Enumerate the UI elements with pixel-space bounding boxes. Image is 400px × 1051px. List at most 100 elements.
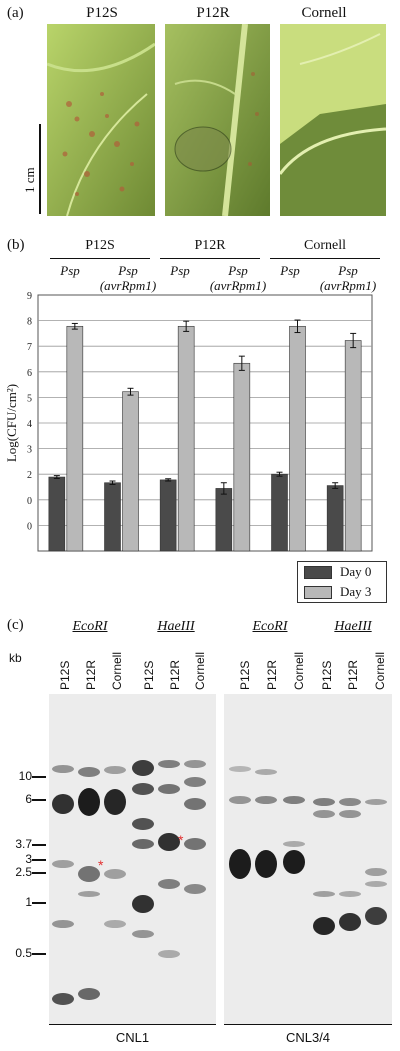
blot-band bbox=[184, 838, 206, 850]
southern-blot-cnl34 bbox=[224, 694, 392, 1024]
blot-band bbox=[229, 849, 251, 879]
blot-band bbox=[132, 895, 154, 913]
lane-label-p12s-2: P12S bbox=[142, 660, 156, 690]
marker-tick-6 bbox=[32, 799, 46, 801]
blot-band bbox=[78, 866, 100, 882]
blot-band bbox=[104, 869, 126, 879]
lane-label-cornell-4: Cornell bbox=[373, 651, 387, 690]
y-tick-label: 5 bbox=[27, 393, 32, 404]
blot-band bbox=[255, 796, 277, 804]
blot-band bbox=[184, 884, 206, 894]
enzyme-label-haeiii-left: HaeIII bbox=[157, 619, 195, 634]
blot-band bbox=[283, 850, 305, 874]
bar-day-0 bbox=[104, 482, 121, 552]
bar-day-3 bbox=[122, 391, 139, 552]
blot-band bbox=[184, 777, 206, 787]
sublabel-3: Psp bbox=[170, 263, 190, 278]
panel-c-label: (c) bbox=[7, 617, 24, 633]
red-asterisk-haeiii: * bbox=[178, 832, 184, 848]
photo-label-cornell: Cornell bbox=[301, 5, 347, 21]
y-tick-label: 0 bbox=[27, 521, 32, 532]
blot-band bbox=[52, 860, 74, 868]
legend-swatch-day0 bbox=[304, 565, 332, 579]
blot-band bbox=[78, 988, 100, 1000]
blot-band bbox=[313, 810, 335, 818]
blot-band bbox=[52, 794, 74, 814]
blot-band bbox=[365, 799, 387, 805]
enzyme-label-haeiii-right: HaeIII bbox=[334, 619, 372, 634]
lane-label-cornell-3: Cornell bbox=[292, 651, 306, 690]
lane-label-p12s-1: P12S bbox=[58, 660, 72, 690]
blot-band bbox=[104, 789, 126, 815]
blot-band bbox=[132, 818, 154, 830]
legend-item-day3: Day 3 bbox=[298, 582, 386, 602]
lane-label-p12s-4: P12S bbox=[320, 660, 334, 690]
bar-day-0 bbox=[215, 488, 233, 552]
marker-tick-2-5 bbox=[32, 872, 46, 874]
panel-a-label: (a) bbox=[7, 5, 24, 21]
leaf-photo-p12s bbox=[47, 24, 155, 216]
legend-item-day0: Day 0 bbox=[298, 562, 386, 582]
marker-label-2-5: 2.5 bbox=[15, 865, 32, 879]
bar-day-3 bbox=[344, 340, 362, 552]
y-tick-label: 4 bbox=[27, 419, 32, 430]
lane-label-cornell-1: Cornell bbox=[110, 651, 124, 690]
blot-band bbox=[365, 868, 387, 876]
leaf-photo-cornell bbox=[280, 24, 386, 216]
blot-band bbox=[339, 891, 361, 897]
marker-label-10: 10 bbox=[18, 769, 32, 783]
legend-label-day3: Day 3 bbox=[340, 584, 372, 599]
lane-label-p12r-1: P12R bbox=[84, 659, 98, 690]
group-label-p12s: P12S bbox=[85, 238, 115, 253]
blot-band bbox=[104, 766, 126, 774]
lane-label-p12r-3: P12R bbox=[265, 659, 279, 690]
marker-tick-10 bbox=[32, 776, 46, 778]
group-line-p12s bbox=[50, 258, 150, 259]
blot-band bbox=[255, 850, 277, 878]
blot-band bbox=[52, 765, 74, 773]
sublabel-4: Psp (avrRpm1) bbox=[209, 263, 267, 293]
probe-line-cnl34 bbox=[224, 1024, 392, 1025]
marker-tick-3 bbox=[32, 859, 46, 861]
lane-label-p12r-2: P12R bbox=[168, 659, 182, 690]
y-tick-label: 8 bbox=[27, 317, 32, 328]
photo-label-p12r: P12R bbox=[196, 5, 230, 21]
blot-band bbox=[313, 891, 335, 897]
blot-band bbox=[158, 784, 180, 794]
red-asterisk-ecori: * bbox=[98, 857, 104, 873]
blot-band bbox=[158, 879, 180, 889]
y-tick-label: 6 bbox=[27, 368, 32, 379]
y-tick-label: 3 bbox=[27, 445, 32, 456]
gel-cnl34-background bbox=[224, 694, 392, 1024]
blot-band bbox=[229, 796, 251, 804]
chart-legend: Day 0 Day 3 bbox=[297, 561, 387, 603]
marker-tick-0-5 bbox=[32, 953, 46, 955]
blot-band bbox=[229, 766, 251, 772]
kb-label: kb bbox=[9, 651, 22, 665]
lane-label-cornell-2: Cornell bbox=[193, 651, 207, 690]
marker-label-1: 1 bbox=[25, 895, 32, 909]
y-tick-label: 7 bbox=[27, 342, 32, 353]
leaf-photo-p12r bbox=[165, 24, 270, 216]
blot-band bbox=[339, 798, 361, 806]
marker-label-6: 6 bbox=[25, 792, 32, 806]
sublabel-5: Psp bbox=[280, 263, 300, 278]
marker-label-3: 3 bbox=[25, 852, 32, 866]
marker-tick-3-7 bbox=[32, 844, 46, 846]
blot-band bbox=[365, 881, 387, 887]
sublabel-6: Psp (avrRpm1) bbox=[319, 263, 377, 293]
marker-label-3-7: 3.7 bbox=[15, 837, 32, 851]
bar-day-0 bbox=[159, 479, 177, 552]
blot-band bbox=[158, 760, 180, 768]
bar-day-3 bbox=[289, 325, 306, 552]
blot-band bbox=[313, 917, 335, 935]
bar-day-0 bbox=[326, 485, 344, 552]
marker-tick-1 bbox=[32, 902, 46, 904]
sublabel-2: Psp (avrRpm1) bbox=[99, 263, 157, 293]
blot-band bbox=[283, 841, 305, 847]
blot-band bbox=[184, 760, 206, 768]
y-tick-label: 9 bbox=[27, 291, 32, 302]
sublabel-1: Psp bbox=[60, 263, 80, 278]
bar-day-0 bbox=[271, 473, 288, 552]
y-tick-label: 0 bbox=[27, 496, 32, 507]
